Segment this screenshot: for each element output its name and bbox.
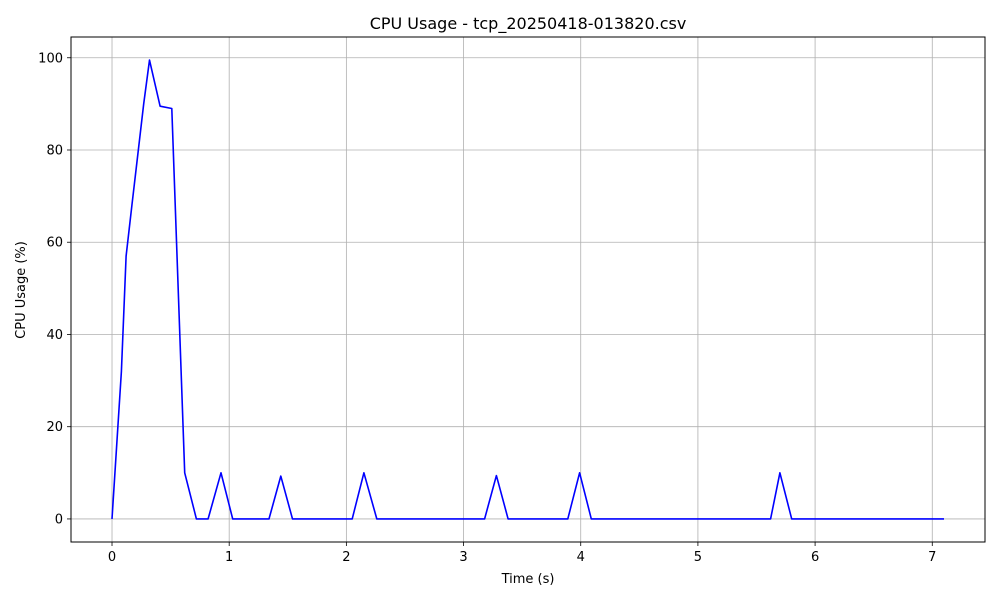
y-tick-label: 60 [46,236,63,251]
x-tick-label: 5 [694,550,702,565]
x-tick-label: 3 [459,550,467,565]
x-tick-label: 4 [577,550,585,565]
x-tick-label: 1 [225,550,233,565]
x-tick-label: 2 [342,550,350,565]
plot-frame [70,36,986,543]
series-layer [111,59,944,520]
grid-lines [71,37,985,542]
y-tick-label: 20 [46,420,63,435]
y-tick-label: 80 [46,143,63,158]
x-axis-label: Time (s) [501,572,555,587]
y-tick-label: 100 [38,51,63,66]
series-line-1 [111,59,944,520]
y-tick-label: 0 [55,512,63,527]
x-tick-label: 7 [928,550,936,565]
x-tick-label: 0 [108,550,116,565]
chart-title: CPU Usage - tcp_20250418-013820.csv [370,14,687,34]
x-axis-ticks: 0 1 2 3 4 5 6 7 [108,542,936,565]
y-axis-label: CPU Usage (%) [14,241,29,339]
x-tick-label: 6 [811,550,819,565]
y-tick-label: 40 [46,328,63,343]
y-axis-ticks: 0 20 40 60 80 100 [38,51,71,527]
